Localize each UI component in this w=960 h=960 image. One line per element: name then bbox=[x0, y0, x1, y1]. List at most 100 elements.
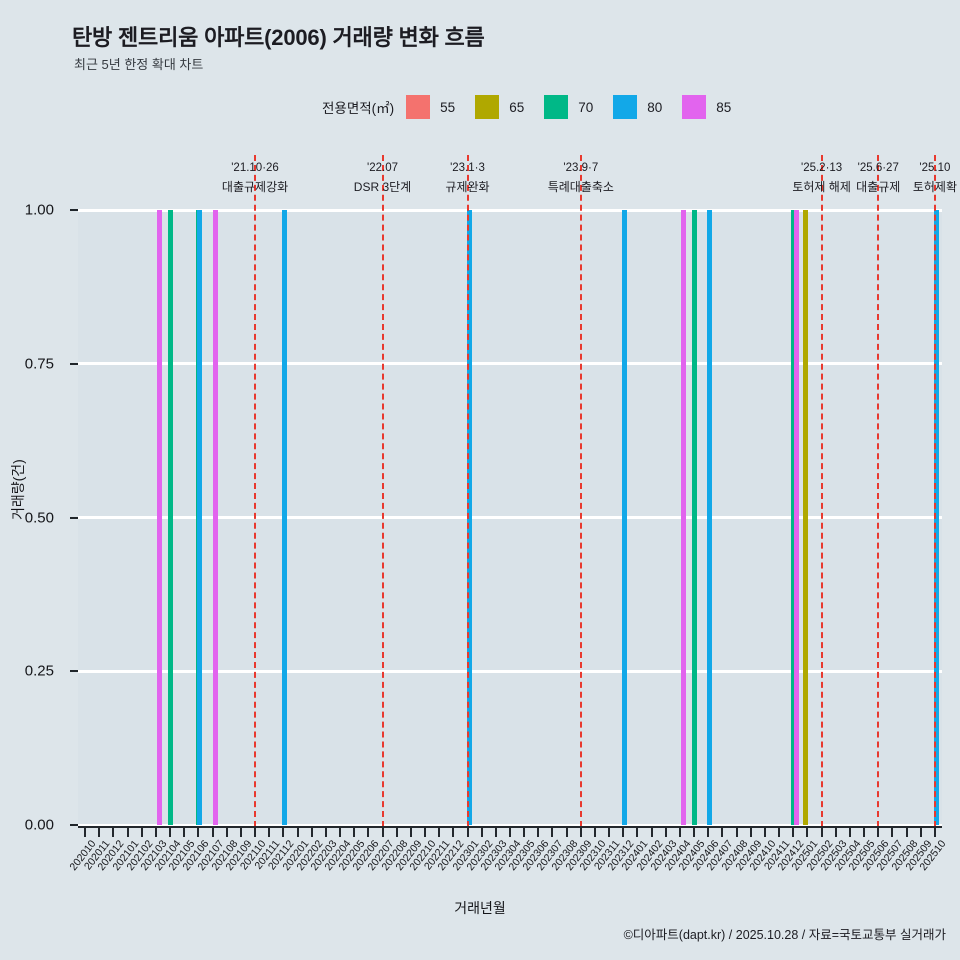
legend-swatch-icon bbox=[613, 95, 638, 119]
gridline bbox=[78, 208, 942, 212]
x-axis-tick-mark bbox=[254, 826, 257, 837]
x-axis-tick-mark bbox=[622, 826, 625, 837]
bar[interactable] bbox=[156, 210, 162, 825]
x-axis-tick-mark bbox=[749, 826, 752, 837]
x-axis-tick-mark bbox=[863, 826, 866, 837]
x-axis-tick-mark bbox=[140, 826, 143, 837]
legend-item[interactable]: 70 bbox=[544, 95, 607, 119]
x-axis-tick-mark bbox=[84, 826, 87, 837]
y-axis-tick-mark bbox=[70, 209, 78, 211]
x-axis-tick-mark bbox=[395, 826, 398, 837]
legend-item[interactable]: 85 bbox=[682, 95, 745, 119]
x-axis-tick-mark bbox=[509, 826, 511, 837]
x-axis-tick-mark bbox=[296, 826, 299, 837]
x-axis-tick-mark bbox=[806, 826, 809, 837]
x-axis-tick-mark bbox=[523, 826, 526, 837]
bar[interactable] bbox=[213, 210, 219, 825]
x-axis-tick-mark bbox=[339, 826, 342, 837]
x-axis-tick-mark bbox=[763, 826, 766, 837]
gridline bbox=[78, 362, 942, 366]
x-axis-tick-mark bbox=[721, 826, 724, 837]
x-axis-tick-mark bbox=[225, 826, 228, 837]
x-axis-tick-mark bbox=[707, 826, 710, 837]
bar[interactable] bbox=[197, 210, 203, 825]
x-axis-tick-mark bbox=[98, 826, 101, 837]
event-line bbox=[579, 155, 582, 827]
x-axis-tick-marks bbox=[78, 826, 942, 838]
x-axis-title: 거래년월 bbox=[454, 900, 506, 916]
x-axis-tick-mark bbox=[593, 826, 596, 837]
y-axis-tick-mark bbox=[70, 516, 78, 519]
x-axis-tick-mark bbox=[324, 826, 327, 837]
x-axis-tick-mark bbox=[693, 826, 696, 837]
y-axis-tick-label: 0.50 bbox=[24, 509, 54, 526]
y-axis-tick-mark bbox=[70, 824, 78, 826]
x-axis-tick-mark bbox=[891, 826, 894, 837]
bar[interactable] bbox=[622, 210, 628, 825]
bar[interactable] bbox=[282, 210, 288, 825]
x-axis-tick-mark bbox=[409, 826, 412, 837]
legend: 전용면적(㎡) 55 65 70 80 85 bbox=[322, 95, 751, 119]
x-axis-tick-labels: 202010 202011 202012 202101 202102 202103 2021… bbox=[0, 838, 960, 898]
x-axis-tick-mark bbox=[933, 826, 936, 837]
event-line bbox=[466, 155, 469, 827]
x-axis-tick-mark bbox=[211, 826, 214, 837]
x-axis-tick-mark bbox=[381, 826, 384, 837]
legend-item-label: 85 bbox=[716, 99, 732, 115]
x-axis-tick-mark bbox=[551, 826, 554, 837]
bar[interactable] bbox=[793, 210, 799, 825]
x-axis-tick-mark bbox=[239, 826, 242, 837]
x-axis-tick-mark bbox=[112, 826, 115, 837]
legend-item-label: 70 bbox=[578, 99, 594, 115]
legend-swatch-icon bbox=[475, 95, 500, 119]
x-axis-tick-mark bbox=[282, 826, 285, 837]
x-axis-tick-mark bbox=[183, 826, 186, 837]
x-axis-tick-mark bbox=[650, 826, 653, 837]
gridline bbox=[78, 669, 942, 673]
legend-item-label: 80 bbox=[647, 99, 663, 115]
x-axis-tick-mark bbox=[452, 826, 455, 837]
legend-item-label: 55 bbox=[440, 99, 456, 115]
bar[interactable] bbox=[707, 210, 713, 825]
event-line bbox=[820, 155, 823, 827]
x-axis-tick-mark bbox=[579, 826, 582, 837]
page-subtitle: 최근 5년 한정 확대 차트 bbox=[74, 57, 204, 72]
x-axis-tick-mark bbox=[834, 826, 837, 837]
gridline bbox=[78, 823, 942, 827]
y-axis-tick-label: 0.75 bbox=[24, 355, 54, 373]
x-axis-tick-mark bbox=[126, 826, 129, 837]
y-axis-tick-marks bbox=[0, 209, 80, 826]
x-axis-tick-mark bbox=[537, 826, 540, 837]
y-axis-tick-labels: 0.00 0.25 0.50 0.75 1.00 bbox=[0, 202, 68, 834]
bar[interactable] bbox=[934, 210, 940, 825]
event-line bbox=[877, 155, 880, 827]
x-axis-tick-mark bbox=[678, 826, 681, 837]
x-axis-tick-mark bbox=[480, 826, 483, 837]
bar[interactable] bbox=[790, 210, 796, 825]
x-axis-tick-mark bbox=[197, 826, 200, 837]
bar[interactable] bbox=[167, 210, 173, 825]
y-axis-tick-label: 0.25 bbox=[24, 662, 54, 680]
legend-item[interactable]: 55 bbox=[406, 95, 469, 119]
bar[interactable] bbox=[803, 210, 809, 825]
y-axis-tick-label: 1.00 bbox=[24, 201, 54, 219]
event-line bbox=[381, 155, 384, 827]
x-axis-tick-mark bbox=[608, 826, 611, 837]
legend-swatch-icon bbox=[406, 95, 431, 119]
x-axis-tick-mark bbox=[154, 826, 157, 837]
bar[interactable] bbox=[466, 210, 472, 825]
legend-item[interactable]: 65 bbox=[475, 95, 538, 119]
legend-title: 전용면적(㎡) bbox=[322, 101, 395, 116]
x-axis-tick-mark bbox=[905, 826, 908, 837]
bar[interactable] bbox=[691, 210, 697, 825]
event-line bbox=[254, 155, 257, 827]
gridline bbox=[78, 516, 942, 519]
x-axis-tick-mark bbox=[735, 826, 738, 837]
legend-item[interactable]: 80 bbox=[613, 95, 676, 119]
y-axis-tick-mark bbox=[70, 362, 78, 365]
x-axis-tick-mark bbox=[848, 826, 851, 837]
bar[interactable] bbox=[680, 210, 686, 825]
x-axis-tick-mark bbox=[565, 826, 568, 837]
legend-swatch-icon bbox=[682, 95, 707, 119]
